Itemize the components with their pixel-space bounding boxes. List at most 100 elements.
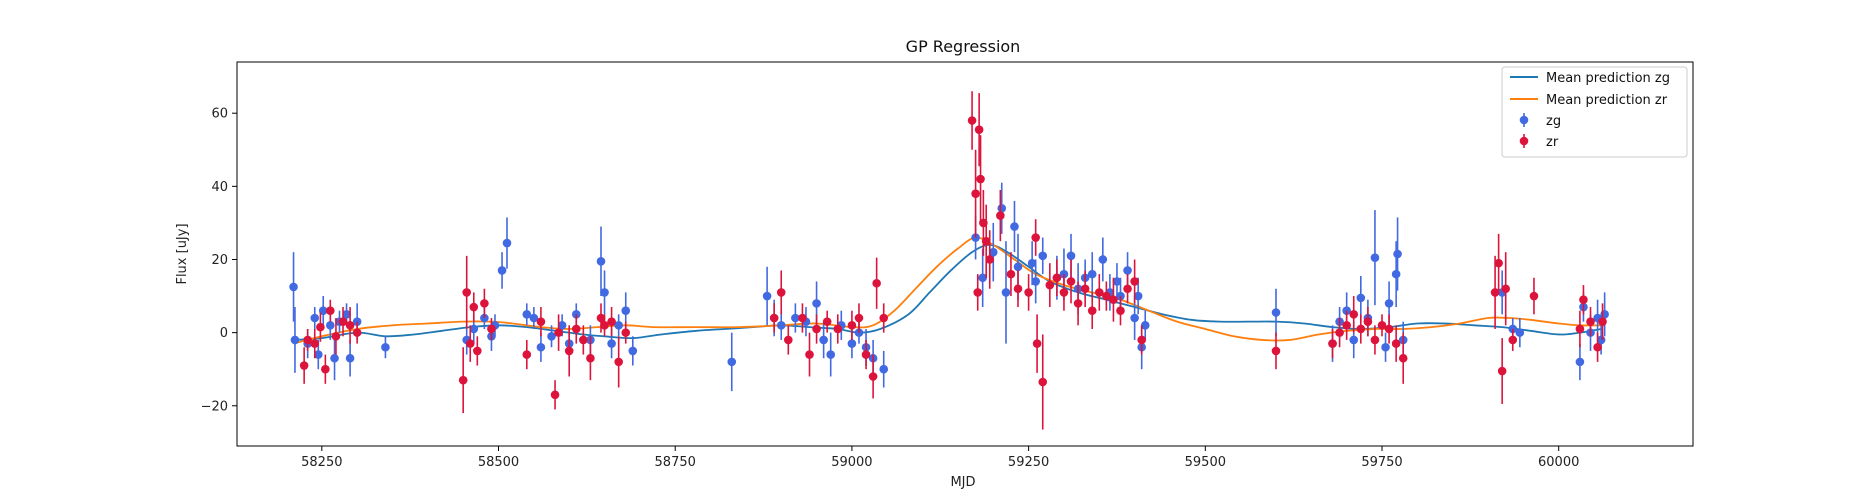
data-point-zr — [1024, 274, 1033, 311]
data-point-zr — [798, 303, 807, 333]
data-point-zr — [465, 325, 475, 362]
data-point-zr — [1494, 233, 1503, 293]
data-point-zr — [967, 91, 977, 150]
data-point-zg — [1031, 259, 1040, 304]
data-point-zg — [522, 303, 532, 326]
data-point-zr — [769, 303, 779, 333]
data-point-zr — [971, 149, 980, 238]
data-point-zr — [325, 299, 335, 322]
data-point-zr — [1045, 263, 1055, 308]
data-point-zr — [1080, 270, 1090, 308]
legend: Mean prediction zg Mean prediction zr zg… — [1501, 66, 1688, 158]
data-point-zr — [1398, 332, 1408, 384]
x-tick-label: 58500 — [478, 455, 519, 470]
data-point-zg — [1001, 241, 1011, 344]
data-point-zg — [502, 217, 512, 269]
data-point-zr — [833, 314, 843, 344]
data-point-zr — [1130, 259, 1139, 304]
y-axis-label: Flux [uJy] — [175, 223, 190, 284]
data-point-zr — [1370, 325, 1380, 355]
data-point-zr — [973, 274, 983, 311]
legend-label-mean-zr: Mean prediction zr — [1546, 93, 1668, 108]
data-point-zg — [1087, 252, 1097, 297]
chart-title: GP Regression — [906, 37, 1021, 56]
data-point-zr — [1490, 255, 1500, 329]
data-point-zr — [469, 292, 479, 322]
data-point-zg — [1010, 200, 1019, 253]
plot-frame — [236, 61, 1694, 447]
data-point-zr — [1059, 274, 1069, 311]
data-point-zg — [345, 339, 355, 377]
data-point-zr — [480, 288, 489, 318]
data-point-zr — [1328, 328, 1337, 359]
data-point-zr — [1032, 314, 1042, 373]
data-point-zr — [1013, 270, 1023, 308]
data-point-zg — [330, 336, 339, 381]
data-point-zr — [1335, 318, 1344, 348]
y-tick-label: 0 — [220, 326, 228, 341]
data-point-zg — [614, 314, 623, 337]
data-point-zr — [316, 312, 325, 342]
legend-box — [1501, 66, 1688, 158]
data-point-zr — [976, 135, 985, 223]
data-point-zg — [310, 307, 320, 329]
data-point-zr — [1031, 219, 1040, 256]
data-point-zg — [826, 332, 836, 377]
observation-points — [289, 91, 1609, 430]
data-point-zg — [791, 303, 800, 333]
data-point-zr — [854, 303, 864, 333]
x-tick-label: 60000 — [1538, 455, 1579, 470]
data-point-zr — [1586, 307, 1595, 337]
data-point-zr — [321, 354, 330, 384]
data-point-zg — [600, 270, 609, 315]
data-point-zr — [1497, 338, 1507, 404]
data-point-zr — [536, 307, 546, 337]
data-point-zr — [974, 93, 984, 167]
data-point-zr — [1137, 325, 1146, 355]
data-point-zr — [1116, 296, 1125, 326]
data-point-zr — [303, 328, 312, 351]
data-point-zr — [1087, 292, 1097, 329]
data-point-zr — [345, 307, 355, 344]
data-point-zg — [762, 266, 772, 326]
y-tick-label: 60 — [211, 107, 228, 122]
series-zr — [299, 91, 1607, 430]
data-point-zg — [290, 307, 300, 373]
data-point-zr — [1271, 332, 1281, 370]
x-axis: 58250 58500 58750 59000 59250 59500 59750 60000 — [301, 446, 1579, 470]
data-point-zr — [812, 314, 821, 344]
data-point-zr — [1066, 259, 1076, 304]
x-axis-label: MJD — [950, 475, 975, 490]
data-point-zg — [289, 252, 298, 322]
y-axis: −20 0 20 40 60 — [201, 107, 237, 414]
data-point-zr — [614, 336, 623, 388]
data-point-zr — [996, 190, 1005, 242]
data-point-zr — [776, 270, 786, 315]
legend-marker-zr — [1519, 134, 1529, 148]
x-tick-label: 59000 — [831, 455, 872, 470]
data-point-zg — [1381, 332, 1390, 362]
data-point-zg — [381, 336, 390, 359]
data-point-zr — [554, 314, 563, 351]
data-point-zr — [981, 204, 991, 278]
data-point-zr — [868, 354, 878, 399]
data-point-zr — [579, 325, 588, 355]
data-point-zr — [310, 328, 320, 359]
y-tick-label: 20 — [211, 253, 228, 268]
data-point-zr — [1073, 281, 1083, 326]
data-point-zr — [822, 310, 832, 333]
data-point-zr — [1052, 259, 1062, 297]
data-point-zg — [628, 336, 638, 366]
data-point-zr — [1006, 252, 1016, 297]
data-point-zr — [600, 314, 609, 337]
data-point-zr — [338, 307, 348, 337]
x-tick-label: 59250 — [1008, 455, 1049, 470]
data-point-zr — [586, 336, 595, 381]
data-point-zr — [861, 339, 871, 370]
data-point-zr — [985, 230, 995, 289]
x-tick-label: 58250 — [301, 455, 342, 470]
data-point-zg — [1393, 217, 1402, 291]
data-point-zg — [879, 350, 889, 388]
data-point-zg — [776, 310, 786, 340]
data-point-zr — [462, 255, 472, 329]
